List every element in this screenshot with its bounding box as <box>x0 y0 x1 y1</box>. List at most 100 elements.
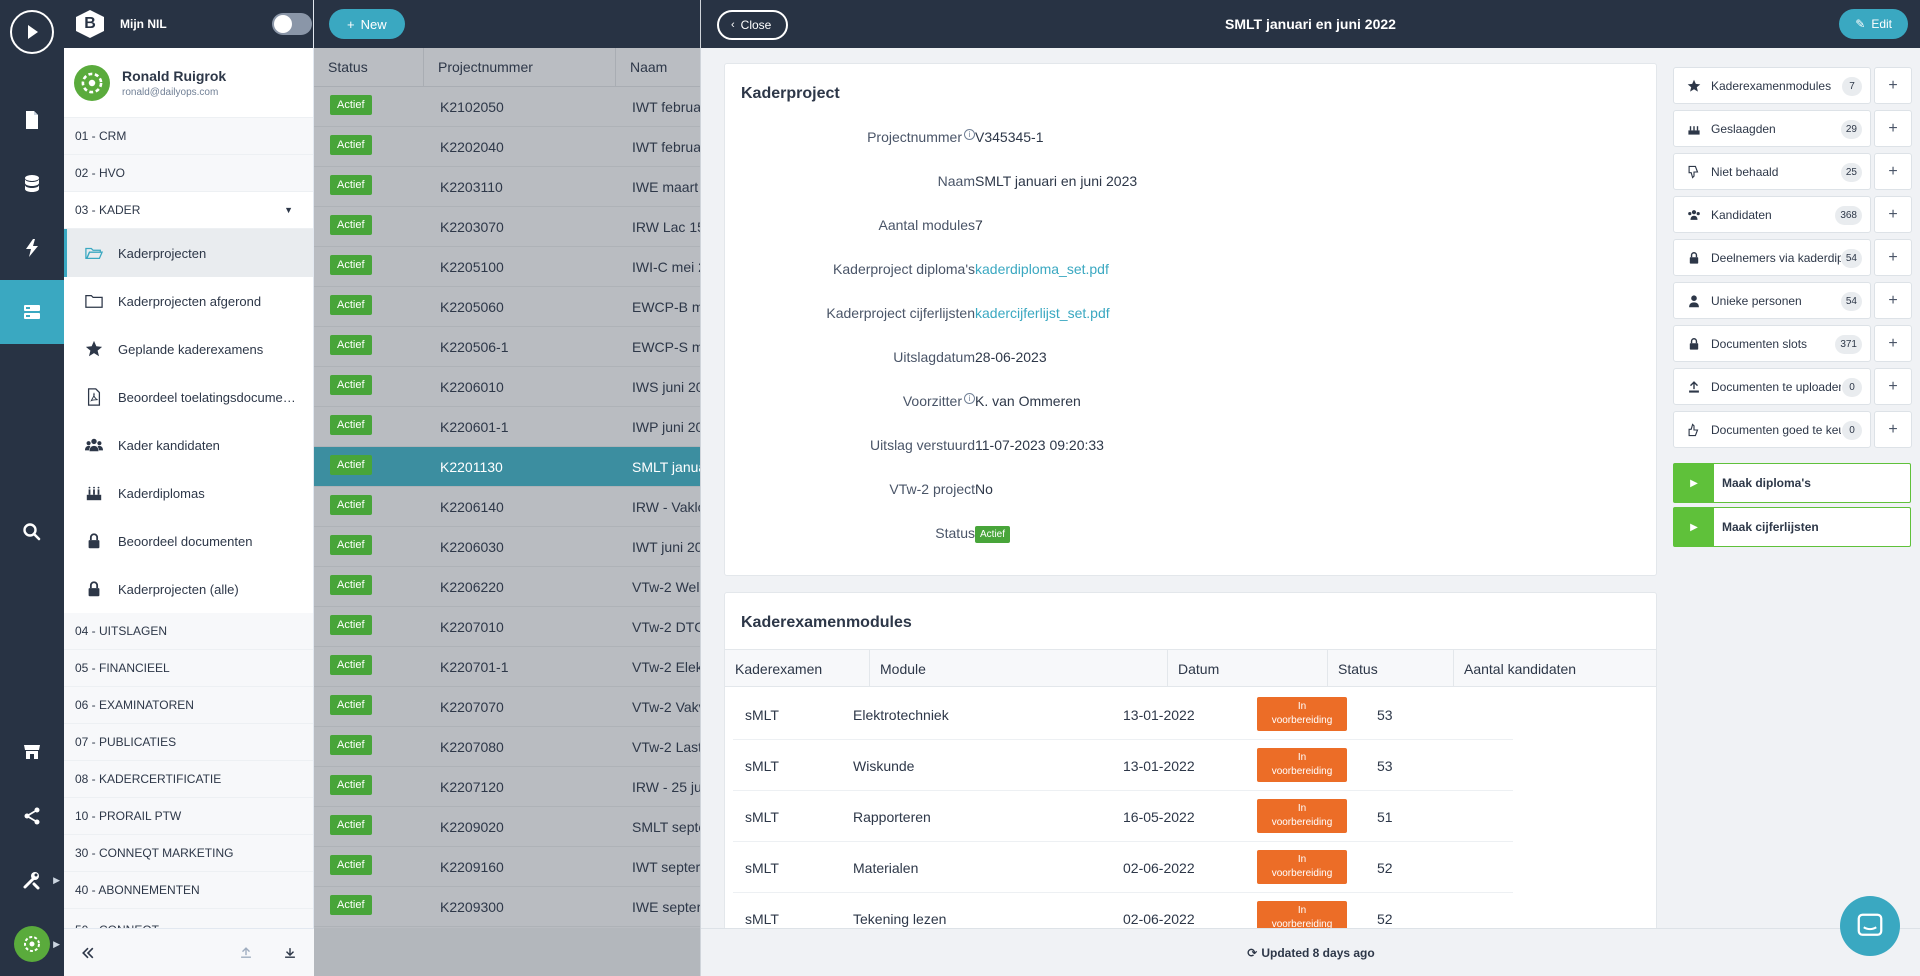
automation-rail-button[interactable] <box>0 216 64 280</box>
sidebar-item-kaderprojecten-alle[interactable]: Kaderprojecten (alle) <box>64 565 313 613</box>
table-row[interactable]: Actief K2207010 VTw-2 DTC <box>314 607 704 647</box>
related-item[interactable]: Kandidaten 368 <box>1673 196 1871 233</box>
related-item[interactable]: Geslaagden 29 <box>1673 110 1871 147</box>
nav-group-prorail-ptw[interactable]: 10 - PRORAIL PTW <box>64 798 313 835</box>
nav-group-crm[interactable]: 01 - CRM <box>64 118 313 155</box>
add-related-button[interactable]: + <box>1874 325 1912 362</box>
add-related-button[interactable]: + <box>1874 411 1912 448</box>
maak-diplomas-button[interactable]: ▶ Maak diploma's <box>1673 463 1911 503</box>
add-related-button[interactable]: + <box>1874 110 1912 147</box>
sidebar-item-geplande-kaderexamens[interactable]: Geplande kaderexamens <box>64 325 313 373</box>
refresh-icon[interactable]: ⟳ <box>1247 945 1258 960</box>
nav-group-examinatoren[interactable]: 06 - EXAMINATOREN <box>64 687 313 724</box>
documents-rail-button[interactable] <box>0 88 64 152</box>
nav-group-hvo[interactable]: 02 - HVO <box>64 155 313 192</box>
column-header-module[interactable]: Module <box>870 650 1168 687</box>
module-name: Wiskunde <box>853 758 915 774</box>
tools-rail-button[interactable]: ▶ <box>0 848 64 912</box>
module-row[interactable]: sMLT Rapporteren 16-05-2022 In voorbereiding… <box>733 791 1513 842</box>
module-row[interactable]: sMLT Materialen 02-06-2022 In voorbereiding 5… <box>733 842 1513 893</box>
column-header-kaderexamen[interactable]: Kaderexamen <box>725 650 870 687</box>
download-button[interactable] <box>280 943 300 963</box>
table-row[interactable]: Actief K2203070 IRW Lac 15 <box>314 207 705 247</box>
module-row[interactable]: sMLT Elektrotechniek 13-01-2022 In voorberei… <box>733 689 1513 740</box>
nav-group-publicaties[interactable]: 07 - PUBLICATIES <box>64 724 313 761</box>
close-button[interactable]: ‹ Close <box>717 10 789 40</box>
related-item[interactable]: Kaderexamenmodules 7 <box>1673 67 1871 104</box>
table-row[interactable]: Actief K2209020 SMLT septe <box>314 807 706 847</box>
mode-toggle[interactable] <box>272 13 312 35</box>
column-header-status[interactable]: Status <box>1328 650 1454 687</box>
nav-group-abonnementen[interactable]: 40 - ABONNEMENTEN <box>64 872 313 909</box>
database-rail-button[interactable] <box>0 152 64 216</box>
column-header-datum[interactable]: Datum <box>1168 650 1328 687</box>
related-item[interactable]: Unieke personen 54 <box>1673 282 1871 319</box>
sidebar-item-kaderdiplomas[interactable]: Kaderdiplomas <box>64 469 313 517</box>
add-related-button[interactable]: + <box>1874 196 1912 233</box>
cijferlijst-pdf-link[interactable]: kadercijferlijst_set.pdf <box>975 305 1110 321</box>
table-row[interactable]: Actief K2207080 VTw-2 Last <box>314 727 702 767</box>
table-row[interactable]: Actief K2207070 VTw-2 Vakv <box>314 687 706 727</box>
table-row[interactable]: Actief K2203110 IWE maart <box>314 167 700 207</box>
sidebar-item-beoordeel-documenten[interactable]: Beoordeel documenten <box>64 517 313 565</box>
table-row[interactable]: Actief K2202040 IWT februari <box>314 127 709 167</box>
nav-group-kader[interactable]: 03 - KADER ▼ <box>64 192 313 229</box>
project-name: IWE septer <box>632 898 702 915</box>
star-icon <box>83 338 105 360</box>
new-button[interactable]: + New <box>329 9 405 39</box>
store-rail-button[interactable] <box>0 720 64 784</box>
table-row[interactable]: Actief K2206010 IWS juni 20 <box>314 367 704 407</box>
diploma-pdf-link[interactable]: kaderdiploma_set.pdf <box>975 261 1109 277</box>
sidebar-item-beoordeel-toelatingsdocumenten[interactable]: Beoordeel toelatingsdocumenten <box>64 373 313 421</box>
nav-group-conneqt-marketing[interactable]: 30 - CONNEQT MARKETING <box>64 835 313 872</box>
table-row[interactable]: Actief K2102050 IWT februari <box>314 87 709 127</box>
edit-button[interactable]: ✎ Edit <box>1839 9 1908 39</box>
related-item[interactable]: Documenten goed te keuren0 <box>1673 411 1871 448</box>
table-row[interactable]: Actief K2206140 IRW - Vaklo <box>314 487 705 527</box>
add-related-button[interactable]: + <box>1874 239 1912 276</box>
maak-cijferlijsten-button[interactable]: ▶ Maak cijferlijsten <box>1673 507 1911 547</box>
column-header-naam[interactable]: Naam <box>630 59 668 75</box>
table-row[interactable]: Actief K2201130 SMLT janua <box>314 447 706 487</box>
upload-button[interactable] <box>236 943 256 963</box>
sidebar-item-kaderprojecten[interactable]: Kaderprojecten <box>64 229 313 277</box>
column-header-projectnummer[interactable]: Projectnummer <box>424 47 616 87</box>
add-related-button[interactable]: + <box>1874 67 1912 104</box>
chat-launcher-button[interactable] <box>1840 896 1900 956</box>
nav-group-financieel[interactable]: 05 - FINANCIEEL <box>64 650 313 687</box>
table-row[interactable]: Actief K2205100 IWI-C mei 2 <box>314 247 706 287</box>
related-item[interactable]: Deelnemers via kaderdiploma54 <box>1673 239 1871 276</box>
share-rail-button[interactable] <box>0 784 64 848</box>
list-rows: Actief K2102050 IWT februari Actief K2202040… <box>314 87 709 927</box>
table-row[interactable]: Actief K2209300 IWE septer <box>314 887 702 927</box>
table-row[interactable]: Actief K220601-1 IWP juni 20 <box>314 407 703 447</box>
detail-footer: ⟳ Updated 8 days ago <box>701 928 1920 976</box>
org-logo-button[interactable]: ▶ <box>0 912 64 976</box>
add-related-button[interactable]: + <box>1874 368 1912 405</box>
module-row[interactable]: sMLT Wiskunde 13-01-2022 In voorbereiding 53 <box>733 740 1513 791</box>
add-related-button[interactable]: + <box>1874 153 1912 190</box>
column-header-aantal-kandidaten[interactable]: Aantal kandidaten <box>1464 660 1577 677</box>
table-row[interactable]: Actief K2206030 IWT juni 20 <box>314 527 703 567</box>
play-button[interactable] <box>0 0 64 64</box>
module-row[interactable]: sMLT Tekening lezen 02-06-2022 In voorbereid… <box>733 893 1513 931</box>
table-row[interactable]: Actief K220701-1 VTw-2 Elek <box>314 647 703 687</box>
table-row[interactable]: Actief K2206220 VTw-2 Wel <box>314 567 700 607</box>
column-header-status[interactable]: Status <box>314 47 424 87</box>
add-related-button[interactable]: + <box>1874 282 1912 319</box>
nav-group-uitslagen[interactable]: 04 - UITSLAGEN <box>64 613 313 650</box>
table-row[interactable]: Actief K2205060 EWCP-B m <box>314 287 704 327</box>
table-row[interactable]: Actief K2207120 IRW - 25 ju <box>314 767 702 807</box>
table-row[interactable]: Actief K2209160 IWT septer <box>314 847 700 887</box>
user-profile[interactable]: Ronald Ruigrok ronald@dailyops.com <box>64 48 313 118</box>
projects-rail-button[interactable] <box>0 280 64 344</box>
nav-group-kadercertificatie[interactable]: 08 - KADERCERTIFICATIE <box>64 761 313 798</box>
table-row[interactable]: Actief K220506-1 EWCP-S m <box>314 327 704 367</box>
sidebar-item-kaderprojecten-afgerond[interactable]: Kaderprojecten afgerond <box>64 277 313 325</box>
sidebar-item-kader-kandidaten[interactable]: Kader kandidaten <box>64 421 313 469</box>
collapse-sidebar-button[interactable] <box>78 943 98 963</box>
related-item[interactable]: Documenten te uploaden 0 <box>1673 368 1871 405</box>
search-rail-button[interactable] <box>0 500 64 564</box>
related-item[interactable]: Documenten slots 371 <box>1673 325 1871 362</box>
related-item[interactable]: Niet behaald 25 <box>1673 153 1871 190</box>
